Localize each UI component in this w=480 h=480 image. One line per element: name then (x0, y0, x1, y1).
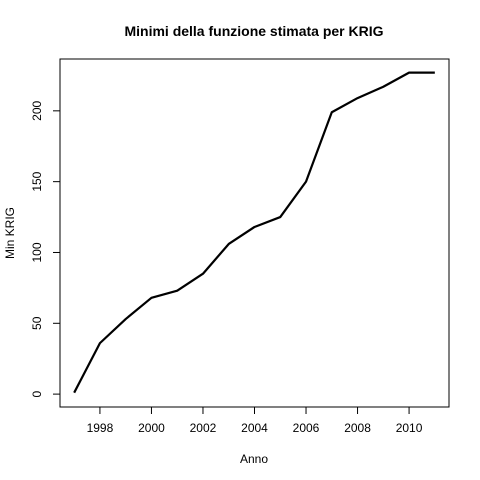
x-axis-label: Anno (240, 452, 268, 466)
x-tick-label: 2010 (396, 421, 423, 435)
x-tick-label: 2008 (344, 421, 371, 435)
y-axis: 0 50 100 150 200 (30, 101, 61, 397)
chart-title: Minimi della funzione stimata per KRIG (124, 23, 383, 39)
x-tick-label: 2004 (241, 421, 268, 435)
y-tick-label: 0 (30, 390, 44, 397)
x-tick-label: 2002 (190, 421, 217, 435)
y-tick-label: 100 (30, 242, 44, 262)
series-line (73, 71, 435, 394)
x-tick-label: 1998 (87, 421, 114, 435)
y-tick-label: 50 (30, 316, 44, 330)
y-tick-label: 200 (30, 101, 44, 121)
y-axis-label: Min KRIG (3, 207, 17, 259)
x-tick-label: 2006 (293, 421, 320, 435)
x-tick-label: 2000 (138, 421, 165, 435)
y-tick-label: 150 (30, 171, 44, 191)
x-axis: 1998 2000 2002 2004 2006 2008 2010 (87, 406, 423, 435)
series-layer (73, 71, 435, 394)
